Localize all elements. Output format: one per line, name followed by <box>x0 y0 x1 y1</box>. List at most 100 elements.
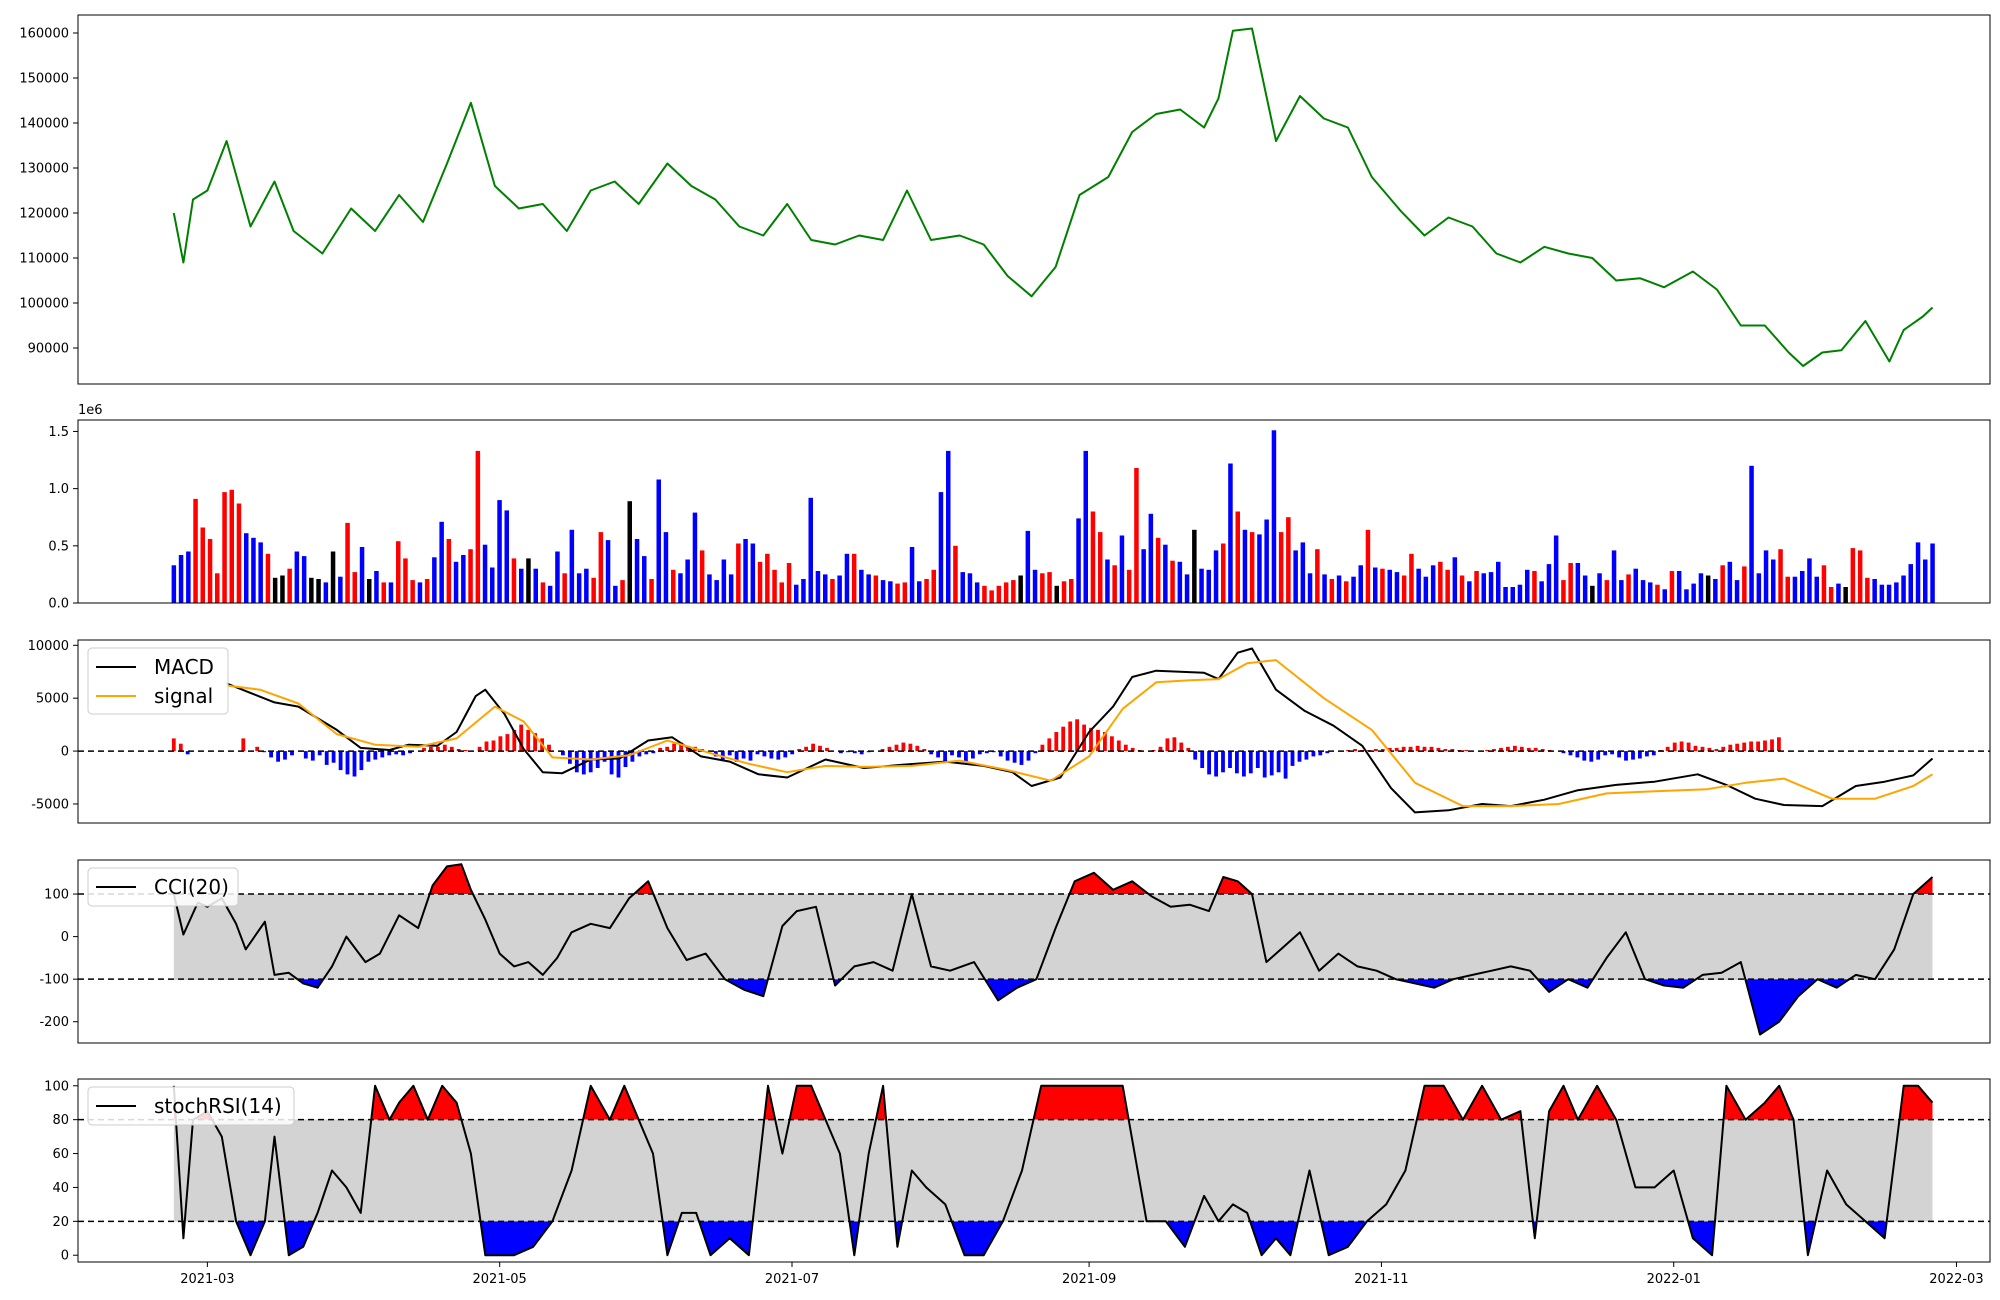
macd-histogram-bar <box>1374 749 1378 752</box>
macd-histogram-bar <box>588 751 593 773</box>
price-axes-frame <box>77 14 1991 385</box>
volume-bar <box>1083 450 1088 603</box>
stochrsi-band <box>173 1119 1933 1222</box>
macd-histogram-bar <box>1110 736 1114 752</box>
macd-histogram-bar <box>498 736 503 752</box>
macd-histogram-bar <box>269 751 273 758</box>
volume-bar <box>1807 558 1812 603</box>
volume-bar <box>323 582 329 603</box>
volume-bar <box>837 575 842 603</box>
macd-histogram-bar <box>1679 741 1684 751</box>
macd-histogram-bar <box>463 750 468 752</box>
macd-histogram-bar <box>1533 747 1538 752</box>
macd-histogram-bar <box>171 738 176 752</box>
volume-bar <box>1047 572 1052 603</box>
volume-bar <box>1503 587 1508 603</box>
volume-bar <box>786 563 792 603</box>
volume-bar <box>794 584 799 603</box>
macd-histogram-bar <box>880 749 885 752</box>
volume-bar <box>938 492 944 603</box>
macd-histogram-bar <box>1408 746 1413 751</box>
macd-histogram-bar <box>324 751 329 765</box>
volume-bar <box>1575 563 1581 603</box>
volume-bar <box>1018 575 1023 603</box>
volume-bar <box>634 539 640 603</box>
macd-histogram-bar <box>1235 751 1239 774</box>
signal-legend-label: signal <box>154 684 213 708</box>
macd-histogram-bar <box>964 751 968 762</box>
macd-histogram-bar <box>401 751 405 756</box>
volume-bar <box>410 580 415 603</box>
volume-bar <box>222 492 227 603</box>
macd-histogram-bar <box>1054 732 1059 751</box>
macd-histogram-bar <box>957 751 961 758</box>
volume-bar <box>1293 550 1298 603</box>
volume-bar <box>1698 573 1704 603</box>
macd-histogram-bar <box>1728 744 1733 751</box>
volume-bar <box>1213 550 1219 603</box>
volume-bar <box>1438 561 1443 603</box>
macd-histogram-bar <box>408 751 412 754</box>
volume-bar <box>258 542 263 603</box>
macd-histogram-bar <box>1103 732 1107 751</box>
volume-bar <box>1684 589 1689 603</box>
macd-histogram-bar <box>665 746 670 751</box>
macd-legend: MACD signal <box>87 647 229 715</box>
volume-bar <box>229 489 234 603</box>
x-axis: 2021-03 2021-05 2021-07 2021-09 2021-11 2022-… <box>180 1262 1984 1287</box>
macd-histogram-bar <box>1742 742 1747 752</box>
volume-bar <box>974 582 980 603</box>
macd-histogram-bar <box>1269 751 1274 776</box>
volume-bar <box>396 541 401 603</box>
volume-bar <box>272 577 278 603</box>
macd-line <box>226 647 1934 814</box>
macd-histogram-bar <box>797 749 802 752</box>
price-ytick-label: 110000 <box>19 252 69 267</box>
volume-bar <box>678 573 683 603</box>
volume-bar <box>1742 566 1747 603</box>
volume-bar <box>880 580 886 603</box>
volume-bar <box>1756 573 1762 603</box>
volume-bar <box>1300 542 1306 603</box>
macd-histogram-bar <box>512 729 517 752</box>
macd-histogram-bar <box>1047 738 1052 752</box>
macd-ytick-label: -5000 <box>31 797 69 812</box>
stochrsi-axes-frame <box>77 1078 1991 1263</box>
volume-bar <box>1669 571 1675 603</box>
macd-histogram-bar <box>1318 751 1323 756</box>
macd-ytick-label: 5000 <box>36 692 69 707</box>
macd-histogram-bar <box>1290 751 1295 766</box>
volume-axes-frame <box>77 419 1991 604</box>
macd-histogram-bar <box>1276 751 1281 773</box>
volume-bar <box>1648 582 1653 603</box>
macd-histogram-bar <box>262 751 267 753</box>
macd-histogram-bar <box>1387 747 1392 752</box>
macd-histogram-bar <box>317 751 322 756</box>
volume-bar <box>1235 511 1240 603</box>
volume-bar <box>482 544 488 603</box>
volume-bar <box>699 550 705 603</box>
volume-bar <box>1865 577 1870 603</box>
volume-bar <box>1734 580 1740 603</box>
volume-bar <box>714 580 719 603</box>
macd-ytick-label: 10000 <box>28 639 69 654</box>
macd-histogram-bar <box>1380 749 1385 752</box>
volume-bar <box>1459 575 1465 603</box>
volume-bar <box>656 479 661 603</box>
macd-histogram-bar <box>651 751 656 754</box>
macd-histogram-bar <box>804 746 808 751</box>
macd-histogram-bar <box>1082 724 1086 751</box>
macd-histogram-bar <box>1672 742 1677 752</box>
macd-histogram-bar <box>366 751 371 762</box>
macd-histogram-bar <box>769 751 774 759</box>
macd-histogram-bar <box>1075 719 1079 751</box>
cci-legend-label: CCI(20) <box>154 875 229 899</box>
volume-bar <box>1076 518 1081 603</box>
volume-bar <box>1655 584 1660 603</box>
volume-bar <box>374 571 379 603</box>
macd-histogram-bar <box>429 746 433 751</box>
volume-bar <box>996 585 1002 603</box>
volume-bar <box>403 558 408 603</box>
macd-histogram-bar <box>1068 721 1073 752</box>
macd-histogram-bar <box>1179 742 1184 752</box>
